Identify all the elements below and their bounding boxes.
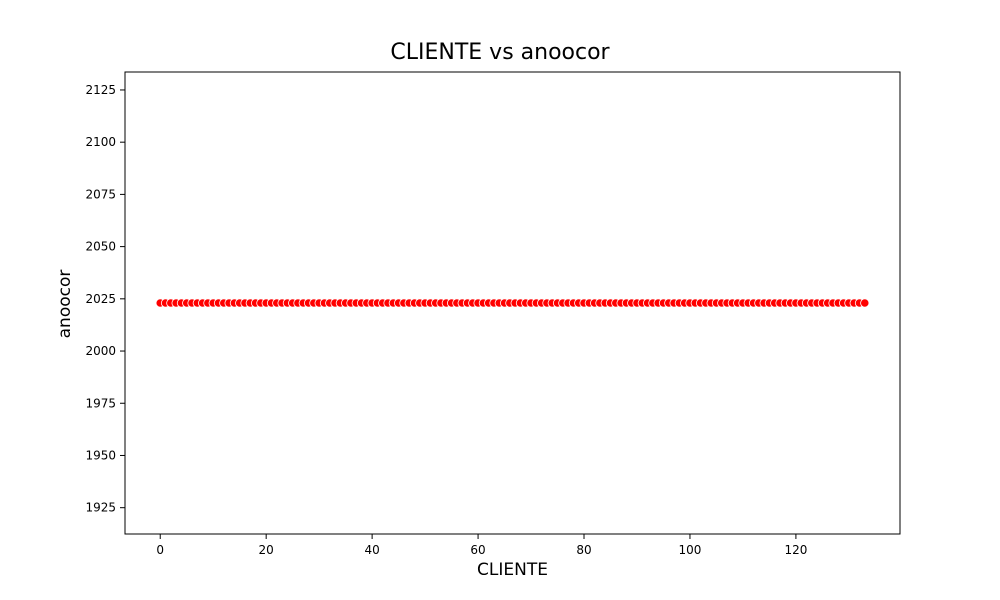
x-tick-label: 100 [679, 543, 702, 557]
y-tick-label: 2100 [85, 135, 116, 149]
y-tick-label: 1975 [85, 396, 116, 410]
plot-frame [124, 71, 901, 535]
y-tick-label: 1925 [85, 501, 116, 515]
y-tick-label: 2050 [85, 240, 116, 254]
y-tick-label: 2000 [85, 344, 116, 358]
x-axis-label: CLIENTE [477, 560, 548, 580]
data-point [860, 298, 870, 308]
x-tick-label: 0 [156, 543, 164, 557]
x-tick-label: 60 [470, 543, 485, 557]
y-tick-label: 2075 [85, 187, 116, 201]
x-tick-label: 80 [576, 543, 591, 557]
chart-title: CLIENTE vs anoocor [390, 40, 610, 65]
y-tick-label: 2125 [85, 83, 116, 97]
y-tick-label: 1950 [85, 448, 116, 462]
x-tick-label: 40 [364, 543, 379, 557]
x-tick-label: 120 [784, 543, 807, 557]
x-tick-label: 20 [259, 543, 274, 557]
y-tick-label: 2025 [85, 292, 116, 306]
